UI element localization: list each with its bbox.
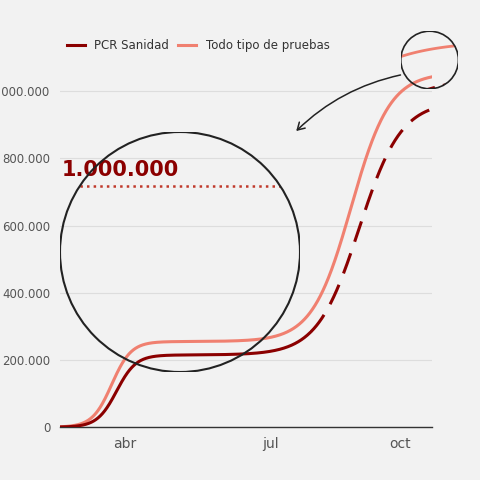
Text: 1.000.000: 1.000.000 <box>62 160 180 180</box>
Legend: PCR Sanidad, Todo tipo de pruebas: PCR Sanidad, Todo tipo de pruebas <box>62 34 334 56</box>
